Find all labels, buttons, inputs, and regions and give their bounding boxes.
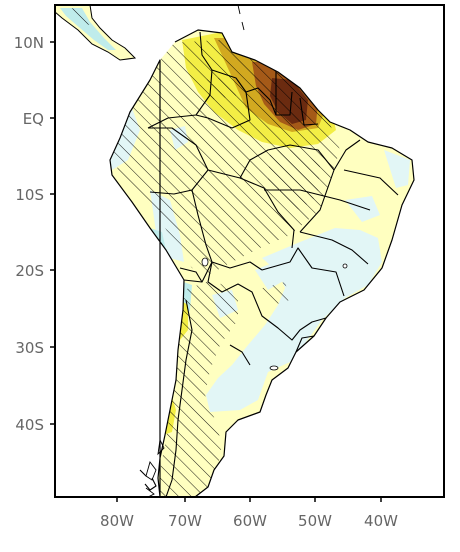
hatched-regions [112,40,340,497]
lakes [201,257,348,371]
longitude-axis: 80W 70W 60W 50W 40W [100,497,398,530]
lat-label-10s: 10S [15,186,44,204]
lat-label-10n: 10N [14,34,44,52]
lon-label-50w: 50W [298,512,332,530]
country-borders [139,31,399,497]
lon-label-80w: 80W [100,512,134,530]
lon-label-60w: 60W [233,512,267,530]
lat-label-40s: 40S [15,416,44,434]
coastline [109,29,415,497]
latitude-axis: 10N EQ 10S 20S 30S 40S [14,34,55,434]
lat-label-eq: EQ [23,110,44,128]
lat-label-20s: 20S [15,262,44,280]
lon-label-40w: 40W [364,512,398,530]
lon-label-70w: 70W [168,512,202,530]
central-america [55,5,137,61]
lat-label-30s: 30S [15,339,44,357]
